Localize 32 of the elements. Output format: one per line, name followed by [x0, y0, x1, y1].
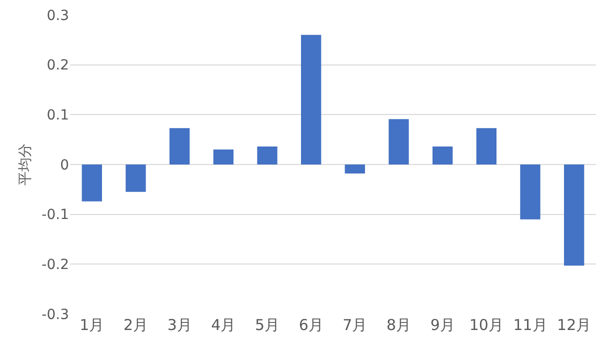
bar — [520, 164, 540, 220]
bar — [126, 164, 146, 192]
y-tick-label: 0.1 — [46, 108, 69, 124]
x-tick-label: 2月 — [123, 316, 148, 334]
bar — [344, 164, 365, 174]
bar — [388, 119, 409, 164]
bar — [257, 146, 278, 164]
x-tick-label: 1月 — [80, 316, 104, 334]
bar — [213, 150, 234, 164]
y-tick-label: -0.3 — [42, 306, 69, 323]
bar — [170, 128, 190, 164]
x-tick-label: 6月 — [298, 316, 324, 334]
x-tick-label: 7月 — [342, 316, 368, 334]
y-tick-label: 0 — [60, 157, 69, 174]
bar — [476, 128, 496, 164]
x-tick-label: 5月 — [254, 316, 280, 334]
y-tick-label: -0.1 — [42, 207, 69, 224]
y-axis-title: 平均分 — [17, 144, 34, 186]
bar — [82, 164, 102, 202]
x-tick-label: 9月 — [430, 316, 455, 334]
y-tick-label: 0.3 — [46, 8, 69, 24]
x-tick-label: 4月 — [211, 316, 236, 334]
x-tick-label: 8月 — [386, 316, 412, 334]
x-tick-label: 12月 — [557, 316, 592, 334]
bar — [432, 146, 453, 164]
bar — [564, 164, 584, 266]
y-tick-label: -0.2 — [42, 257, 69, 274]
x-tick-label: 10月 — [469, 316, 504, 334]
y-tick-label: 0.2 — [46, 58, 69, 74]
x-tick-label: 11月 — [513, 316, 548, 334]
x-tick-label: 3月 — [167, 316, 192, 334]
bar — [301, 34, 322, 164]
